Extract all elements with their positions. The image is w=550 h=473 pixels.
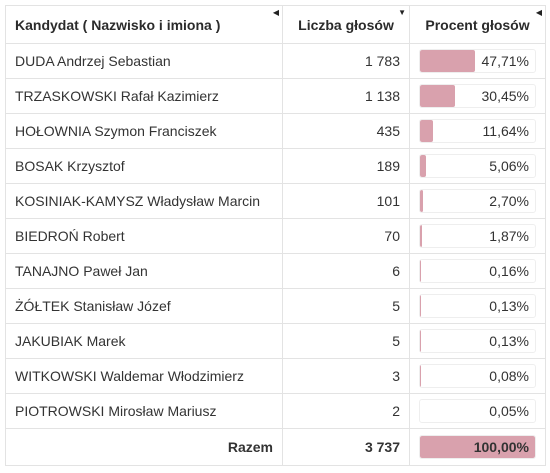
candidate-name: JAKUBIAK Marek [5, 323, 283, 359]
table-row: DUDA Andrzej Sebastian 1 783 47,71% [5, 43, 546, 79]
percent-bar: 30,45% [419, 84, 536, 108]
percent-cell: 1,87% [409, 218, 546, 254]
total-percent-value: 100,00% [473, 439, 529, 455]
candidate-name: HOŁOWNIA Szymon Franciszek [5, 113, 283, 149]
table-row: ŻÓŁTEK Stanisław Józef 5 0,13% [5, 288, 546, 324]
percent-cell: 0,13% [409, 288, 546, 324]
percent-value: 1,87% [489, 228, 529, 244]
vote-count: 70 [282, 218, 410, 254]
vote-count: 189 [282, 148, 410, 184]
percent-value: 0,08% [489, 368, 529, 384]
total-percent-cell: 100,00% [409, 428, 546, 466]
percent-bar-fill [420, 155, 426, 177]
candidate-name: PIOTROWSKI Mirosław Mariusz [5, 393, 283, 429]
total-row: Razem 3 737 100,00% [5, 428, 546, 466]
candidate-name: TANAJNO Paweł Jan [5, 253, 283, 289]
candidate-name: WITKOWSKI Waldemar Włodzimierz [5, 358, 283, 394]
percent-bar: 11,64% [419, 119, 536, 143]
percent-value: 2,70% [489, 193, 529, 209]
candidate-name: KOSINIAK-KAMYSZ Władysław Marcin [5, 183, 283, 219]
percent-cell: 47,71% [409, 43, 546, 79]
vote-count: 101 [282, 183, 410, 219]
percent-value: 30,45% [481, 88, 529, 104]
sort-left-icon[interactable]: ◀ [535, 8, 542, 17]
vote-count: 2 [282, 393, 410, 429]
candidate-name: TRZASKOWSKI Rafał Kazimierz [5, 78, 283, 114]
table-row: KOSINIAK-KAMYSZ Władysław Marcin 101 2,70% [5, 183, 546, 219]
total-label: Razem [5, 428, 283, 466]
percent-bar-fill [420, 120, 434, 142]
vote-count: 5 [282, 323, 410, 359]
vote-count: 435 [282, 113, 410, 149]
percent-value: 47,71% [481, 53, 529, 69]
percent-cell: 0,13% [409, 323, 546, 359]
percent-cell: 5,06% [409, 148, 546, 184]
column-header-candidate-label: Kandydat ( Nazwisko i imiona ) [15, 16, 221, 33]
percent-bar: 1,87% [419, 224, 536, 248]
percent-value: 5,06% [489, 158, 529, 174]
percent-cell: 0,08% [409, 358, 546, 394]
candidate-name: DUDA Andrzej Sebastian [5, 43, 283, 79]
results-table: Kandydat ( Nazwisko i imiona ) ◀ Liczba … [5, 5, 546, 466]
table-row: TANAJNO Paweł Jan 6 0,16% [5, 253, 546, 289]
sort-down-icon[interactable]: ▼ [398, 8, 406, 17]
percent-bar-fill [420, 436, 535, 458]
percent-bar: 0,08% [419, 364, 536, 388]
percent-cell: 0,05% [409, 393, 546, 429]
table-row: HOŁOWNIA Szymon Franciszek 435 11,64% [5, 113, 546, 149]
percent-cell: 11,64% [409, 113, 546, 149]
vote-count: 1 783 [282, 43, 410, 79]
column-header-votes[interactable]: Liczba głosów ▼ [282, 5, 410, 44]
percent-bar: 0,13% [419, 329, 536, 353]
vote-count: 1 138 [282, 78, 410, 114]
table-row: BOSAK Krzysztof 189 5,06% [5, 148, 546, 184]
vote-count: 6 [282, 253, 410, 289]
percent-value: 11,64% [482, 123, 529, 139]
percent-cell: 30,45% [409, 78, 546, 114]
percent-bar: 0,05% [419, 399, 536, 423]
column-header-percent[interactable]: Procent głosów ◀ [409, 5, 546, 44]
percent-cell: 2,70% [409, 183, 546, 219]
table-row: JAKUBIAK Marek 5 0,13% [5, 323, 546, 359]
percent-bar: 5,06% [419, 154, 536, 178]
table-row: PIOTROWSKI Mirosław Mariusz 2 0,05% [5, 393, 546, 429]
percent-bar: 100,00% [419, 435, 536, 459]
percent-bar-fill [420, 225, 423, 247]
candidate-name: BOSAK Krzysztof [5, 148, 283, 184]
column-header-percent-label: Procent głosów [425, 16, 530, 33]
header-row: Kandydat ( Nazwisko i imiona ) ◀ Liczba … [5, 5, 546, 44]
percent-value: 0,05% [489, 403, 529, 419]
sort-left-icon[interactable]: ◀ [272, 8, 279, 17]
percent-bar: 2,70% [419, 189, 536, 213]
table-row: TRZASKOWSKI Rafał Kazimierz 1 138 30,45% [5, 78, 546, 114]
percent-value: 0,13% [489, 333, 529, 349]
percent-bar-fill [420, 50, 475, 72]
table-row: BIEDROŃ Robert 70 1,87% [5, 218, 546, 254]
column-header-votes-label: Liczba głosów [298, 16, 394, 33]
percent-bar-fill [420, 85, 456, 107]
vote-count: 3 [282, 358, 410, 394]
percent-value: 0,13% [489, 298, 529, 314]
total-votes: 3 737 [282, 428, 410, 466]
percent-bar-fill [420, 190, 424, 212]
percent-bar: 47,71% [419, 49, 536, 73]
percent-value: 0,16% [489, 263, 529, 279]
candidate-name: ŻÓŁTEK Stanisław Józef [5, 288, 283, 324]
table-row: WITKOWSKI Waldemar Włodzimierz 3 0,08% [5, 358, 546, 394]
percent-cell: 0,16% [409, 253, 546, 289]
percent-bar: 0,16% [419, 259, 536, 283]
vote-count: 5 [282, 288, 410, 324]
candidate-name: BIEDROŃ Robert [5, 218, 283, 254]
column-header-candidate[interactable]: Kandydat ( Nazwisko i imiona ) ◀ [5, 5, 283, 44]
percent-bar: 0,13% [419, 294, 536, 318]
